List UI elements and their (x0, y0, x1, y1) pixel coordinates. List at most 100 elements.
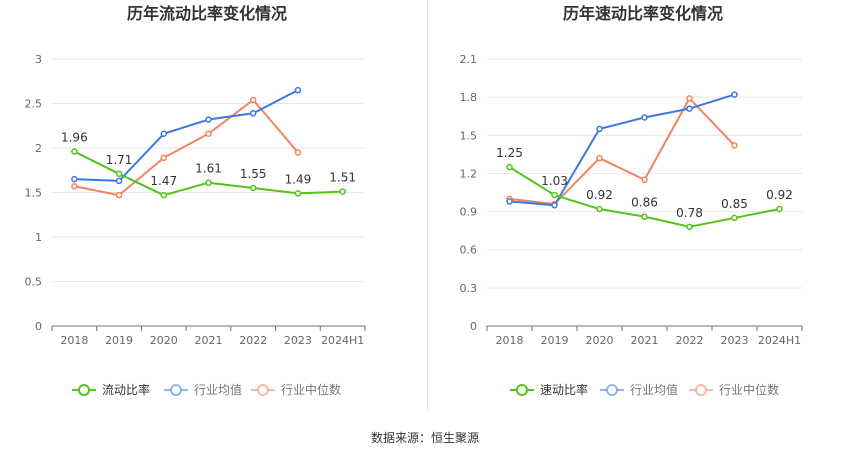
data-label: 1.96 (61, 131, 88, 145)
data-point (115, 170, 123, 178)
legend-item: 行业均值 (600, 382, 678, 397)
data-label: 1.71 (106, 153, 133, 167)
data-point (294, 190, 302, 197)
data-point (776, 205, 783, 213)
data-label: 1.51 (329, 171, 356, 185)
legend-label: 行业中位数 (281, 382, 341, 397)
data-label: 1.61 (195, 162, 222, 176)
data-point (731, 214, 738, 222)
data-point (731, 91, 738, 98)
legend-marker (695, 384, 707, 396)
data-point (294, 149, 302, 156)
x-tick-label: 2021 (195, 334, 223, 347)
data-label: 0.86 (631, 196, 658, 210)
x-tick-label: 2022 (239, 334, 267, 347)
y-tick-label: 2.1 (460, 53, 478, 66)
x-tick-label: 2018 (496, 334, 524, 347)
data-point (71, 183, 78, 190)
panel-divider (427, 0, 428, 410)
y-tick-label: 1.5 (460, 129, 478, 142)
y-tick-label: 0 (35, 320, 42, 333)
data-point (205, 179, 212, 186)
legend-marker (516, 384, 528, 396)
x-tick-label: 2024H1 (758, 334, 801, 347)
data-point (731, 142, 738, 149)
source-text: 数据来源：恒生聚源 (370, 431, 479, 445)
data-point (596, 154, 603, 162)
data-point (686, 95, 693, 102)
data-label: 0.85 (721, 197, 748, 211)
x-tick-label: 2020 (150, 334, 178, 347)
data-point (641, 114, 648, 121)
data-point (506, 198, 513, 205)
y-tick-label: 1.5 (25, 187, 43, 200)
data-label: 0.92 (766, 188, 793, 202)
data-point (115, 191, 123, 199)
data-point (71, 148, 78, 155)
data-point (160, 130, 168, 138)
data-point (686, 223, 693, 231)
data-point (160, 154, 168, 162)
y-tick-label: 1.2 (460, 167, 478, 180)
y-tick-label: 2 (35, 142, 42, 155)
data-point (205, 130, 212, 138)
data-point (686, 105, 693, 112)
data-point (160, 191, 168, 199)
legend-marker (170, 384, 182, 396)
data-point (641, 213, 648, 220)
data-point (294, 86, 302, 94)
data-point (596, 205, 603, 213)
x-tick-label: 2022 (676, 334, 704, 347)
legend-label: 行业中位数 (719, 382, 779, 397)
chart-2: 历年速动比率变化情况 0 0.3 0.6 0.9 1.2 1.5 1.8 2.1 2018 2019… (460, 4, 803, 397)
x-tick-label: 2019 (105, 334, 133, 347)
x-tick-label: 2023 (284, 334, 312, 347)
x-tick-label: 2018 (60, 334, 88, 347)
data-point (249, 110, 257, 117)
x-tick-label: 2019 (541, 334, 569, 347)
y-tick-label: 0.3 (460, 282, 478, 295)
data-point (115, 177, 123, 185)
data-point (339, 188, 346, 195)
series-line (74, 89, 299, 182)
data-label: 0.78 (676, 206, 703, 220)
y-tick-label: 1.8 (460, 91, 478, 104)
legend-marker (78, 384, 90, 396)
x-tick-label: 2020 (586, 334, 614, 347)
x-tick-label: 2024H1 (321, 334, 364, 347)
data-point (506, 163, 513, 171)
data-point (205, 116, 212, 123)
y-tick-label: 1 (35, 231, 42, 244)
y-tick-label: 0.9 (460, 206, 478, 219)
chart-title: 历年速动比率变化情况 (563, 4, 723, 23)
legend-label: 行业均值 (194, 382, 242, 397)
legend-item: 行业中位数 (689, 382, 779, 397)
legend-label: 行业均值 (630, 382, 678, 397)
data-point (249, 96, 257, 104)
series-line (509, 93, 735, 207)
legend-item: 行业均值 (164, 382, 242, 397)
data-point (551, 191, 558, 199)
legend-item: 行业中位数 (251, 382, 341, 397)
legend-label: 速动比率 (540, 382, 588, 397)
data-point (71, 175, 78, 183)
legend-marker (257, 384, 269, 396)
legend-marker (606, 384, 618, 396)
y-tick-label: 0 (470, 320, 477, 333)
x-tick-label: 2023 (721, 334, 749, 347)
data-label: 0.92 (586, 188, 613, 202)
data-label: 1.47 (150, 174, 177, 188)
legend-item: 流动比率 (72, 382, 150, 397)
data-label: 1.25 (496, 146, 523, 160)
y-tick-label: 3 (35, 53, 42, 66)
y-tick-label: 0.6 (460, 244, 478, 257)
y-tick-label: 2.5 (25, 98, 43, 111)
chart-1: 历年流动比率变化情况 0 0.5 1 1.5 2 2.5 3 2018 2019 2020 2021 2… (25, 4, 366, 397)
data-point (596, 125, 603, 133)
data-point (249, 184, 257, 192)
legend-label: 流动比率 (102, 382, 150, 397)
data-point (641, 176, 648, 184)
data-point (551, 201, 558, 209)
y-tick-label: 0.5 (25, 276, 43, 289)
